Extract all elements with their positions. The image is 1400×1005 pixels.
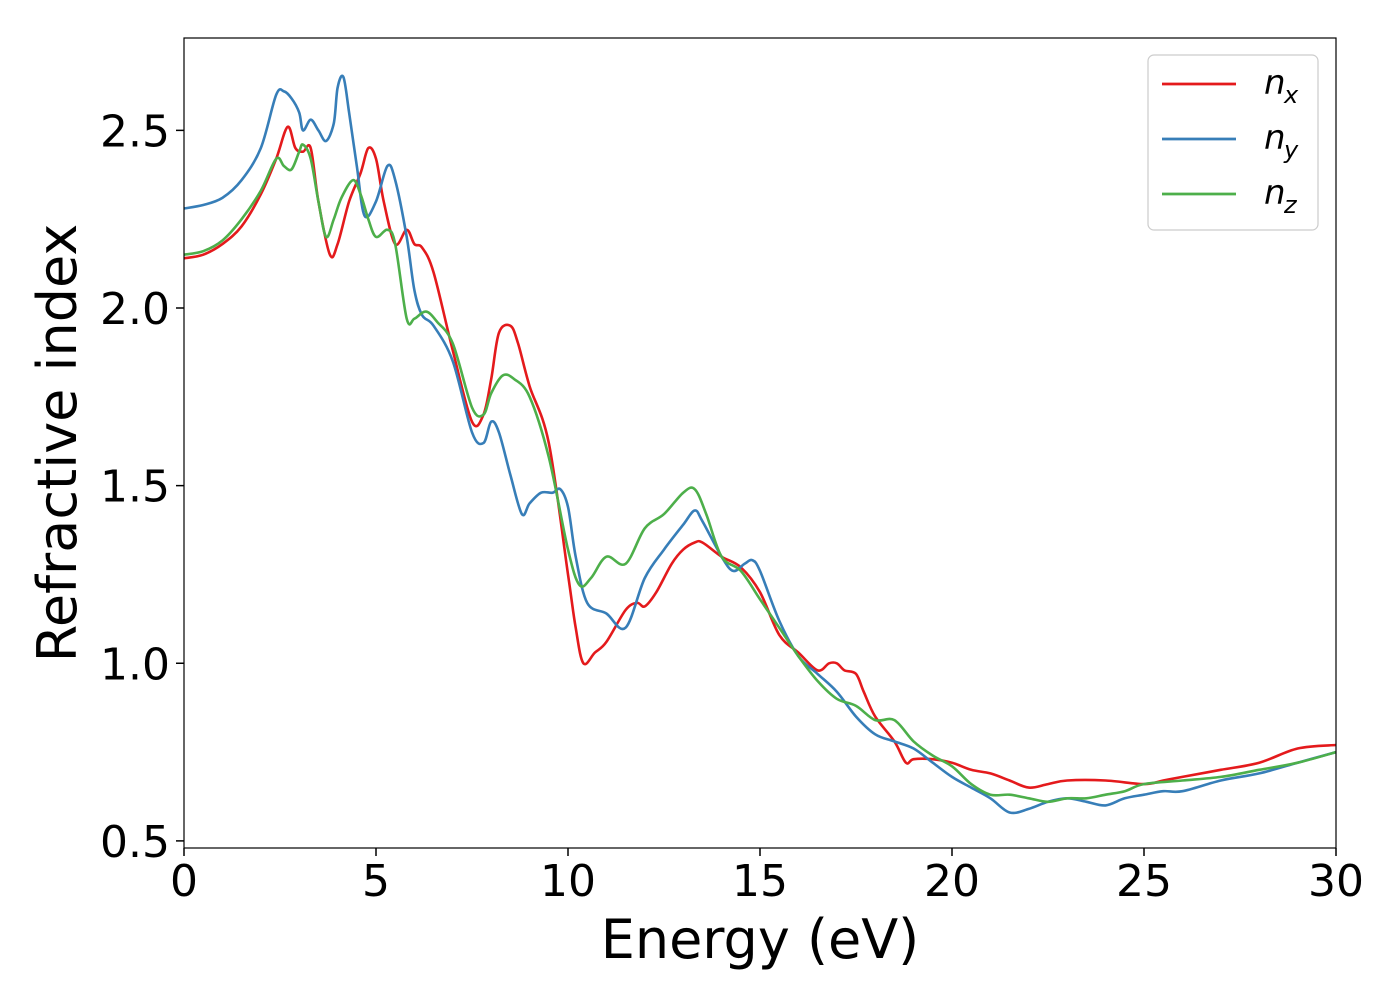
legend-subscript-x: x (1283, 81, 1299, 109)
legend-subscript-y: y (1283, 136, 1299, 164)
series-line-nz (184, 143, 1336, 804)
series-layer (184, 74, 1336, 815)
series-line-nx (184, 125, 1336, 789)
x-axis-title: Energy (eV) (601, 908, 920, 971)
x-tick-label: 5 (362, 856, 390, 907)
x-tick-label: 10 (540, 856, 596, 907)
y-tick-label: 2.5 (100, 106, 170, 157)
x-tick-label: 20 (924, 856, 980, 907)
x-tick-label: 30 (1308, 856, 1364, 907)
x-tick-label: 15 (732, 856, 788, 907)
legend-frame (1147, 54, 1319, 231)
x-axis: 0 5 10 15 20 25 30 (170, 848, 1364, 907)
legend-label-nz: n (1264, 173, 1286, 213)
y-axis-title: Refractive index (26, 224, 89, 663)
legend-subscript-z: z (1283, 191, 1298, 219)
y-tick-label: 1.0 (100, 639, 170, 690)
legend-label-nx: n (1264, 63, 1286, 103)
y-tick-label: 2.0 (100, 284, 170, 335)
legend-label-ny: n (1264, 118, 1286, 158)
x-tick-label: 0 (170, 856, 198, 907)
x-tick-label: 25 (1116, 856, 1172, 907)
series-line-ny (184, 74, 1336, 815)
y-tick-label: 1.5 (100, 462, 170, 513)
y-tick-label: 0.5 (100, 817, 170, 868)
y-axis: 0.5 1.0 1.5 2.0 2.5 (100, 106, 184, 868)
